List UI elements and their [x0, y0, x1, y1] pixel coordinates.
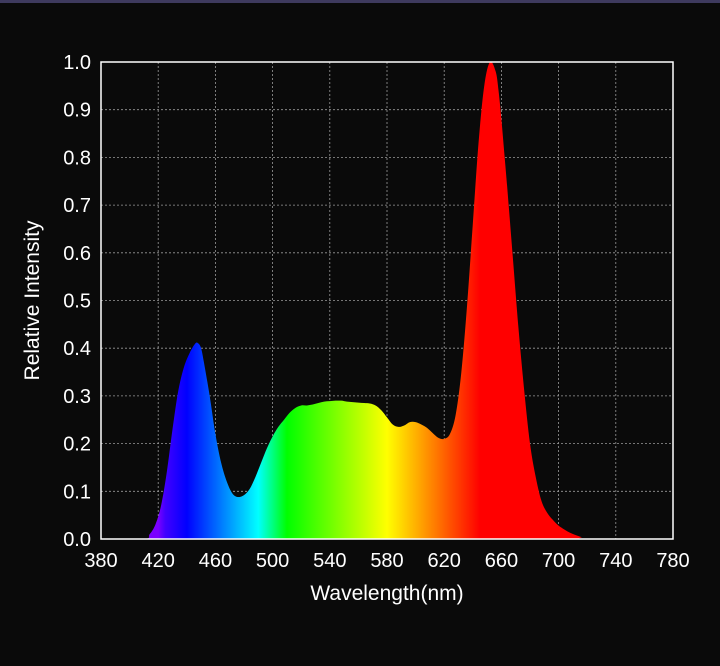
x-tick-label: 380 [84, 550, 117, 572]
x-tick-label: 660 [485, 550, 518, 572]
y-tick-label: 1.0 [63, 52, 91, 74]
y-tick-labels: 0.0 0.1 0.2 0.3 0.4 0.5 0.6 0.7 0.8 0.9 1.0 [63, 52, 91, 551]
y-tick-label: 0.7 [63, 195, 91, 217]
y-tick-label: 0.3 [63, 386, 91, 408]
x-axis-title: Wavelength(nm) [310, 582, 463, 605]
y-axis-title: Relative Intensity [21, 220, 44, 380]
x-tick-label: 580 [370, 550, 403, 572]
top-bar [0, 0, 720, 3]
x-tick-label: 740 [599, 550, 632, 572]
y-tick-label: 0.8 [63, 147, 91, 169]
y-tick-label: 0.4 [63, 338, 91, 360]
plot-frame [100, 61, 674, 540]
y-tick-label: 0.6 [63, 243, 91, 265]
y-tick-label: 0.9 [63, 100, 91, 122]
x-tick-label: 620 [428, 550, 461, 572]
spectrum-area [101, 62, 673, 539]
x-tick-label: 500 [256, 550, 289, 572]
y-tick-label: 0.0 [63, 529, 91, 551]
x-tick-labels: 380 420 460 500 540 580 620 660 700 740 780 [84, 550, 689, 572]
x-tick-label: 700 [542, 550, 575, 572]
x-tick-label: 420 [142, 550, 175, 572]
x-tick-label: 780 [656, 550, 689, 572]
y-tick-label: 0.2 [63, 434, 91, 456]
x-tick-label: 460 [199, 550, 232, 572]
y-tick-label: 0.5 [63, 291, 91, 313]
x-tick-label: 540 [313, 550, 346, 572]
y-tick-label: 0.1 [63, 481, 91, 503]
